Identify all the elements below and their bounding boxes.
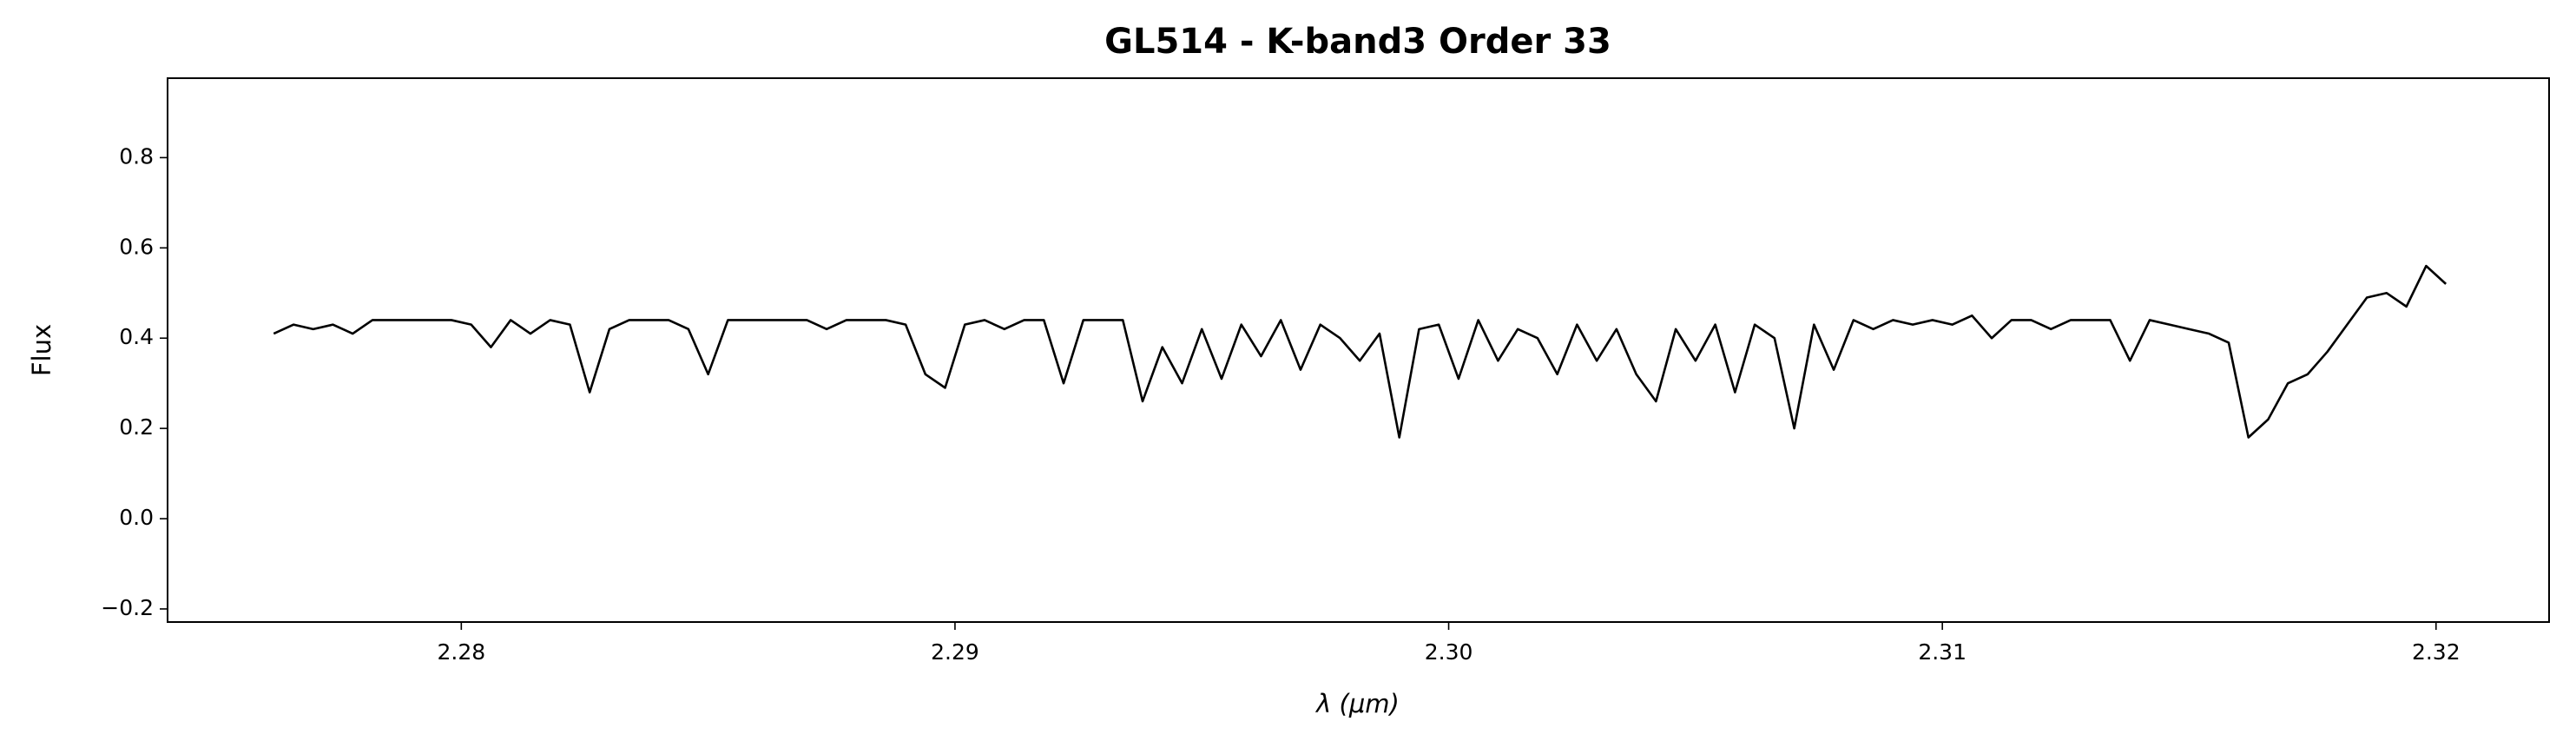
y-tick-label: 0.2 [119,414,154,440]
y-tick-label: −0.2 [101,595,154,620]
y-tick-label: 0.0 [119,505,154,530]
chart-title: GL514 - K-band3 Order 33 [1104,22,1611,62]
plot-frame [167,77,2550,623]
x-tick-label: 2.28 [437,639,485,665]
x-tick-label: 2.30 [1425,639,1473,665]
y-tick-label: 0.6 [119,234,154,259]
y-tick-label: 0.4 [119,324,154,349]
y-tick-label: 0.8 [119,143,154,169]
x-tick-label: 2.32 [2412,639,2461,665]
x-axis-label: λ (μm) [1314,689,1400,718]
x-tick-label: 2.31 [1918,639,1967,665]
x-tick-label: 2.29 [931,639,979,665]
spectrum-line [273,264,2448,439]
y-axis-label: Flux [27,324,56,376]
